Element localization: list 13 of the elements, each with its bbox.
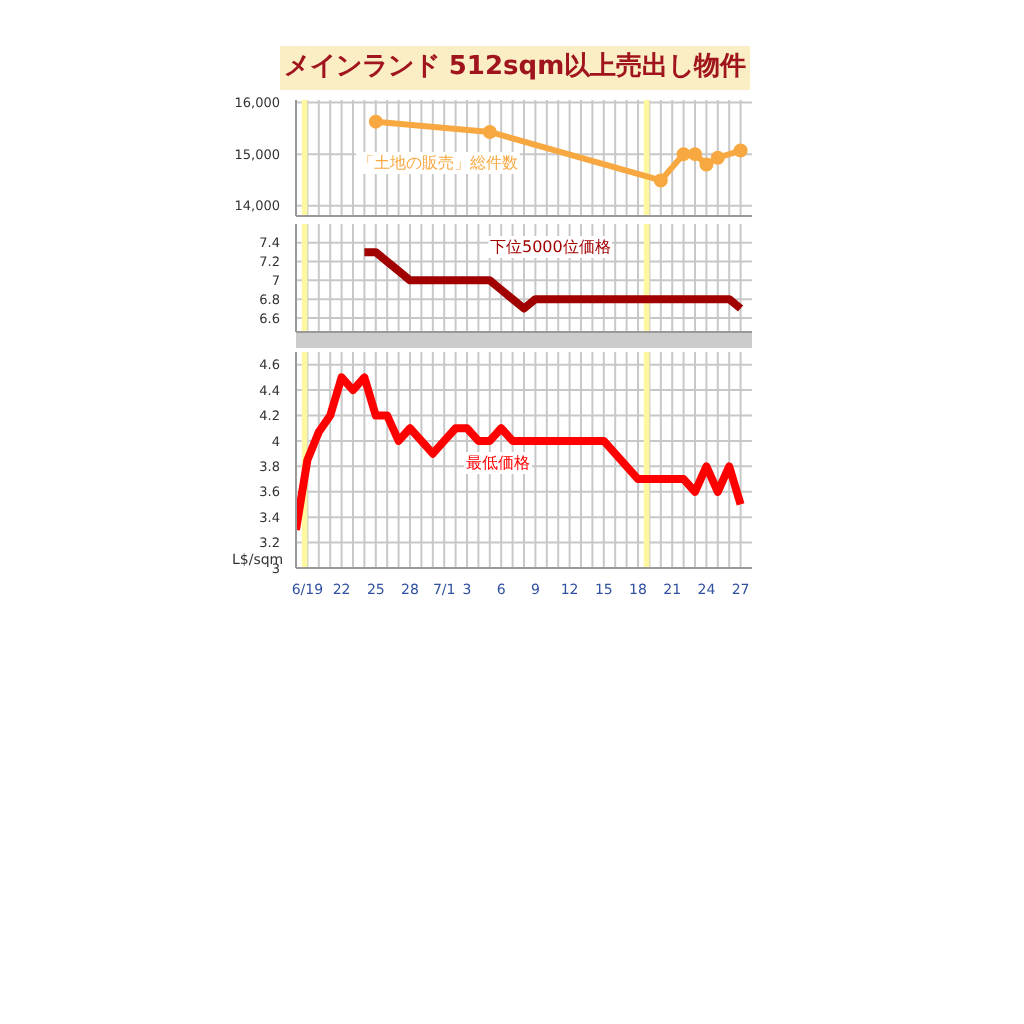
point xyxy=(676,147,691,162)
point xyxy=(688,147,702,162)
point xyxy=(482,124,497,139)
point xyxy=(699,157,714,172)
point xyxy=(368,114,383,129)
chart-title: メインランド 512sqm以上売出し物件 xyxy=(280,46,750,90)
point xyxy=(733,143,748,158)
point xyxy=(710,150,725,165)
line-series xyxy=(296,373,745,534)
point xyxy=(653,173,668,188)
series-label: 「土地の販売」総件数 xyxy=(356,152,520,174)
series-label: 最低価格 xyxy=(464,452,532,474)
series-label: 下位5000位価格 xyxy=(488,236,613,258)
